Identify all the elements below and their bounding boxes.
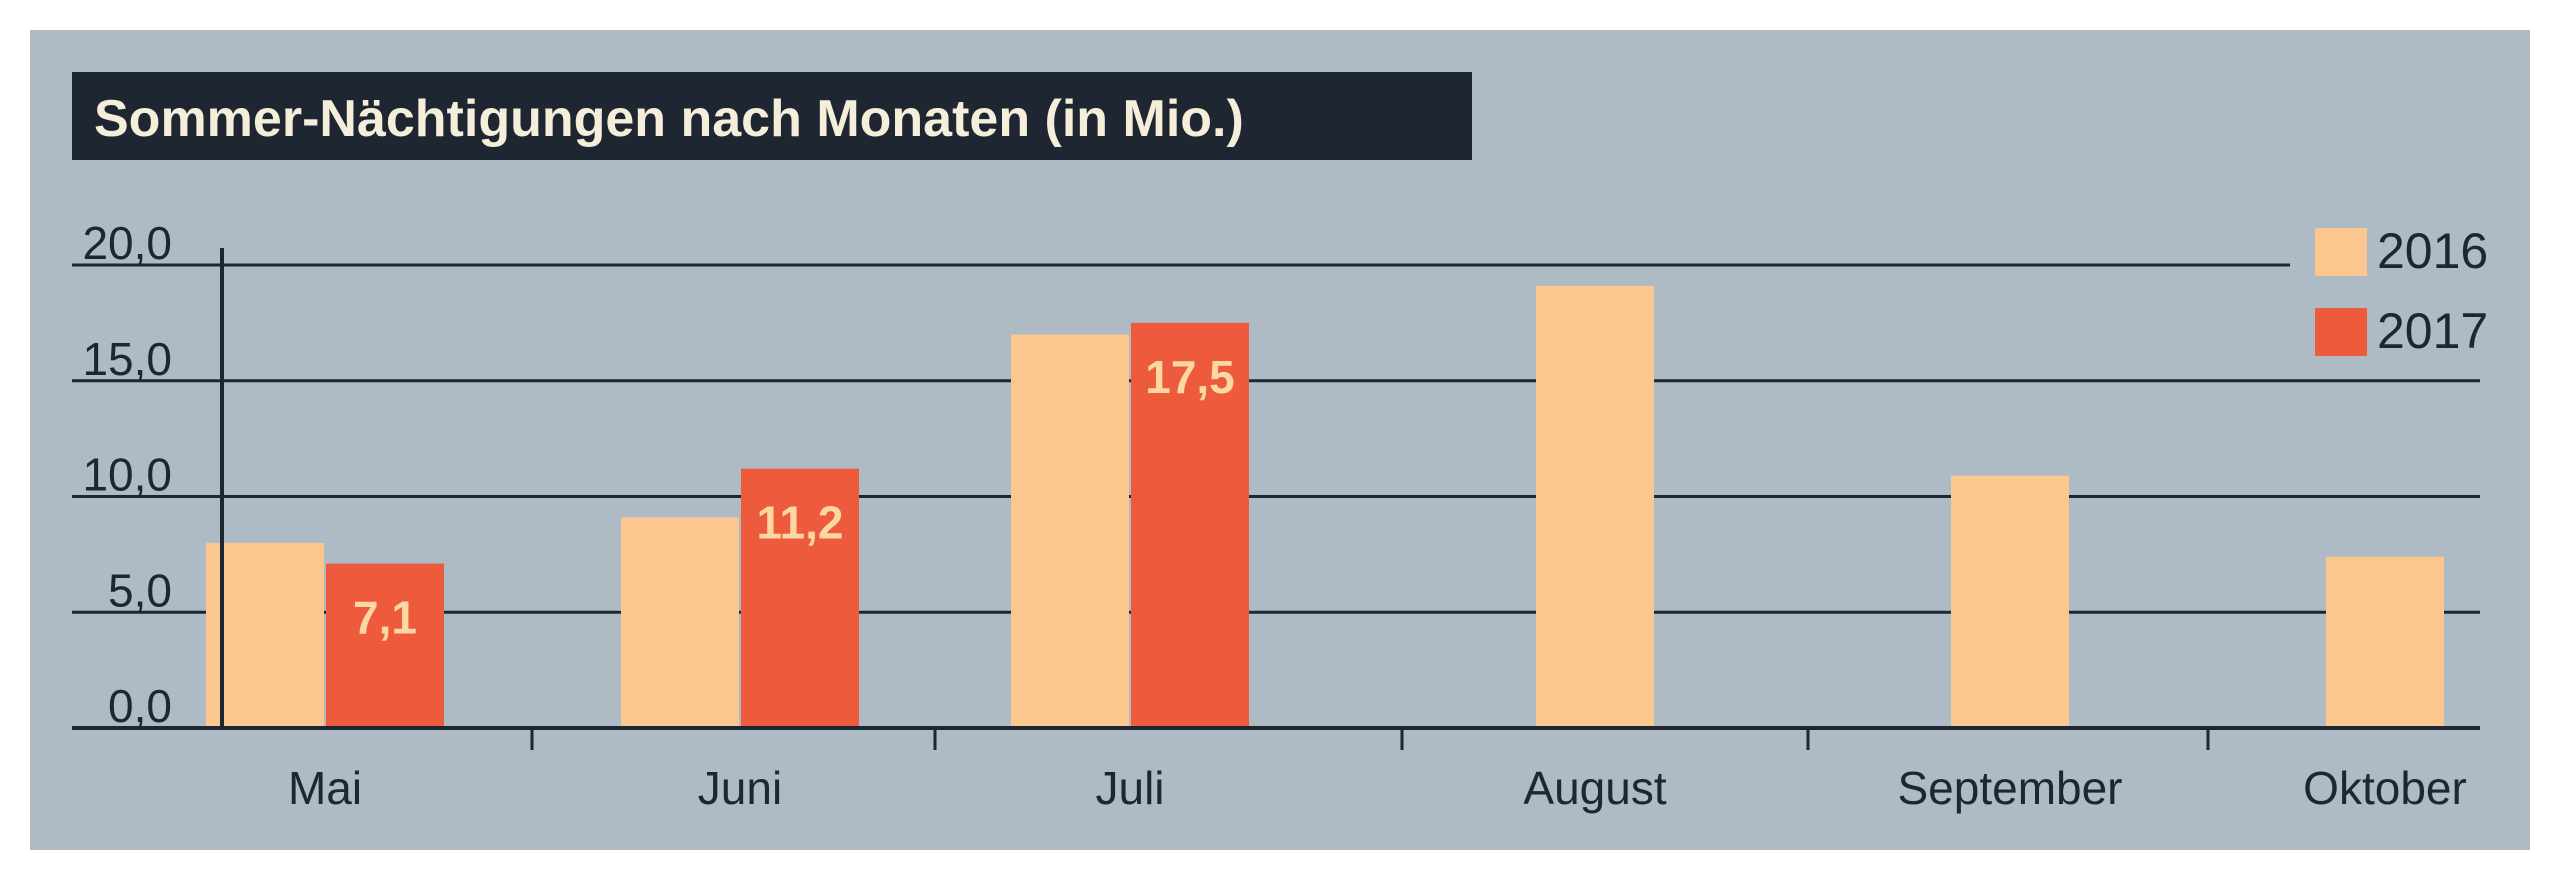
bar-2016: [1536, 285, 1654, 728]
x-tick-label: Juli: [1095, 762, 1164, 814]
chart-title: Sommer-Nächtigungen nach Monaten (in Mio…: [94, 90, 1244, 148]
title-background: [72, 72, 1472, 160]
x-tick-label: Mai: [288, 762, 362, 814]
bar-2016: [206, 542, 324, 728]
bar-2016: [621, 517, 739, 728]
legend-label-2016: 2016: [2377, 223, 2488, 279]
y-tick-label: 15,0: [82, 333, 172, 385]
chart-panel: Sommer-Nächtigungen nach Monaten (in Mio…: [30, 30, 2530, 850]
x-tick-label: August: [1523, 762, 1666, 814]
data-label-2017: 7,1: [353, 592, 417, 644]
bar-2016: [2326, 556, 2444, 728]
y-tick-label: 10,0: [82, 449, 172, 501]
legend-swatch-2016: [2315, 228, 2367, 276]
y-tick-label: 20,0: [82, 217, 172, 269]
data-labels: 7,1 11,2 17,5: [353, 351, 1235, 644]
bar-chart: Sommer-Nächtigungen nach Monaten (in Mio…: [72, 72, 2488, 814]
bar-2017: [1131, 322, 1249, 728]
y-tick-label: 5,0: [108, 564, 172, 616]
gridlines: [72, 263, 2480, 614]
data-label-2017: 17,5: [1145, 351, 1235, 403]
bar-2017: [741, 468, 859, 728]
legend: 2016 2017: [2315, 223, 2488, 359]
bars: [206, 285, 2444, 728]
bar-2017: [326, 563, 444, 728]
chart-title-group: Sommer-Nächtigungen nach Monaten (in Mio…: [72, 72, 1472, 160]
x-tick-label: September: [1897, 762, 2122, 814]
legend-label-2017: 2017: [2377, 303, 2488, 359]
y-tick-label: 0,0: [108, 680, 172, 732]
bar-2016: [1951, 475, 2069, 728]
x-tick-label: Oktober: [2303, 762, 2467, 814]
axes: 0,0 5,0 10,0 15,0 20,0 Mai Juni Juli August Septe…: [72, 217, 2480, 814]
data-label-2017: 11,2: [757, 497, 844, 549]
bar-2016: [1011, 334, 1129, 728]
legend-swatch-2017: [2315, 308, 2367, 356]
x-tick-label: Juni: [698, 762, 782, 814]
